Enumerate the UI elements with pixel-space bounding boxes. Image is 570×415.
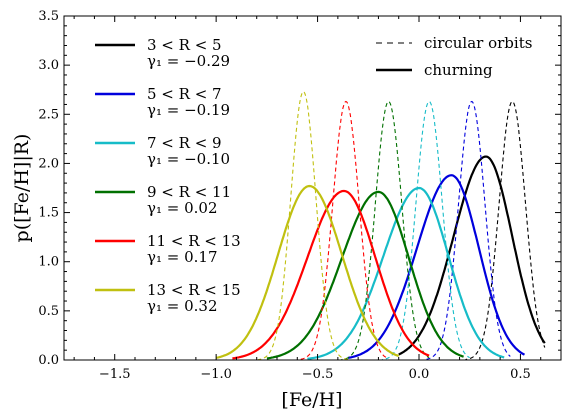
y-tick-label: 3.5: [38, 9, 59, 24]
circular-curve-0: [449, 101, 546, 360]
curves-layer: [215, 91, 546, 360]
legend-gamma-label: γ₁ = 0.02: [147, 199, 217, 217]
y-tick-label: 1.5: [38, 206, 59, 221]
legend-gamma-label: γ₁ = −0.19: [147, 101, 230, 119]
x-axis-label: [Fe/H]: [281, 389, 342, 411]
plot-frame: [63, 15, 562, 361]
series-legend: 3 < R < 5γ₁ = −0.29 5 < R < 7γ₁ = −0.19 7 …: [95, 36, 241, 315]
legend-gamma-label: γ₁ = 0.32: [147, 297, 217, 315]
ticks-layer: −1.5 −1.0 −0.5 0.0 0.5 0.0 0.5 1.0 1.5 2.0 2.5 3.0 3…: [38, 9, 562, 382]
legend-range-label: 7 < R < 9: [147, 134, 222, 152]
legend-range-label: 13 < R < 15: [147, 281, 241, 299]
churning-curve-4: [232, 189, 430, 360]
y-tick-label: 3.0: [38, 58, 59, 73]
y-tick-label: 1.0: [38, 255, 59, 270]
y-tick-label: 0.5: [38, 304, 59, 319]
legend-gamma-label: γ₁ = −0.10: [147, 150, 230, 168]
churning-curve-0: [398, 155, 546, 356]
legend-range-label: 11 < R < 13: [147, 232, 241, 250]
y-tick-label: 2.0: [38, 156, 59, 171]
legend-range-label: 5 < R < 7: [147, 85, 222, 103]
churning-curve-2: [307, 186, 505, 360]
legend-range-label: 3 < R < 5: [147, 36, 222, 54]
y-axis-label: p([Fe/H]|R): [11, 134, 33, 243]
x-tick-label: −1.5: [99, 367, 131, 382]
legend-gamma-label: γ₁ = 0.17: [147, 248, 217, 266]
legend-range-label: 9 < R < 11: [147, 183, 231, 201]
circular-curve-4: [272, 100, 389, 360]
circular-curve-2: [358, 100, 470, 360]
y-tick-label: 2.5: [38, 107, 59, 122]
style-legend-label: churning: [424, 61, 493, 79]
y-tick-label: 0.0: [38, 353, 59, 368]
churning-curve-3: [266, 190, 464, 360]
style-legend: circular orbits churning: [376, 34, 532, 79]
churning-curve-5: [215, 184, 400, 359]
x-tick-label: 0.0: [409, 367, 430, 382]
x-tick-label: −0.5: [302, 367, 334, 382]
circular-curve-5: [236, 91, 349, 360]
style-legend-label: circular orbits: [424, 34, 532, 52]
x-tick-label: −1.0: [200, 367, 232, 382]
legend-gamma-label: γ₁ = −0.29: [147, 52, 230, 70]
x-tick-label: 0.5: [510, 367, 531, 382]
